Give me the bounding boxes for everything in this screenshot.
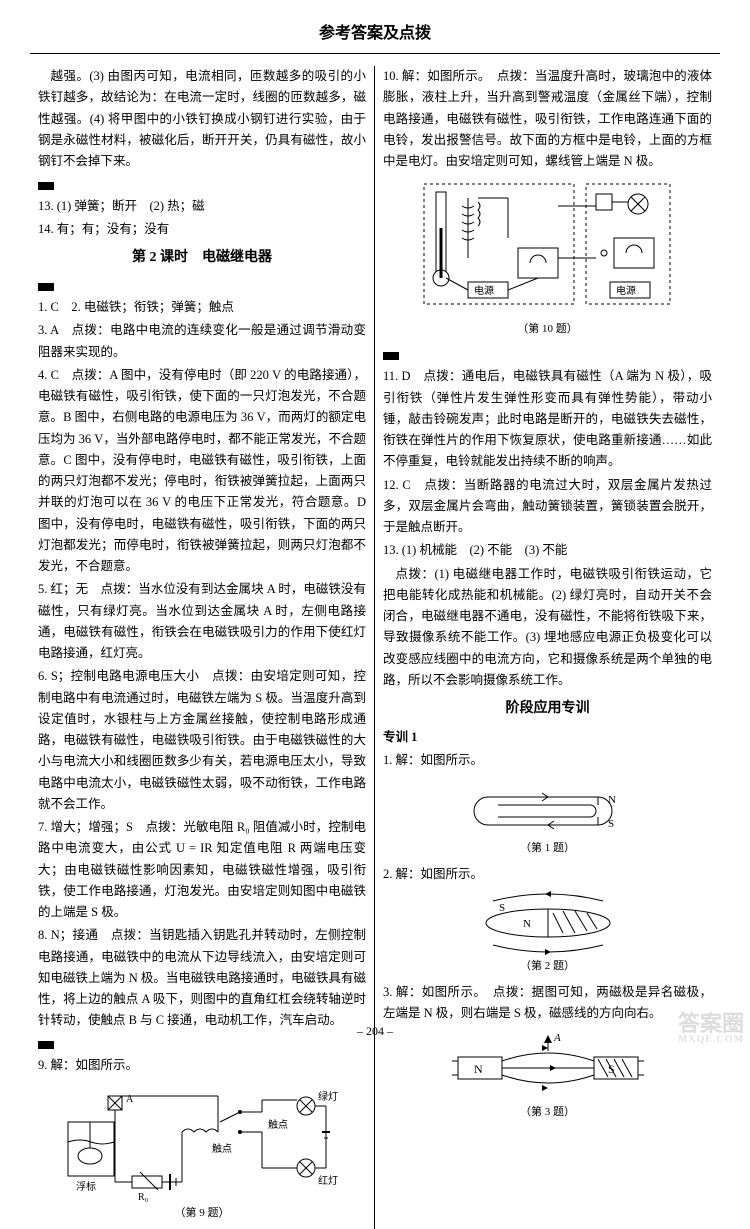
figure-9: 浮标 A R₀: [38, 1082, 366, 1202]
fig-q1-caption: （第 1 题）: [383, 839, 712, 858]
fig-q1-s: S: [608, 818, 614, 830]
left-li-4: 4. C 点拨：A 图中，没有停电时（即 220 V 的电路接通），电磁铁有磁性…: [38, 365, 366, 578]
right-item-11: 11. D 点拨：通电后，电磁铁具有磁性（A 端为 N 极），吸引衔铁（弹性片发…: [383, 366, 712, 472]
black-bar-marker: [38, 276, 366, 297]
fig10-caption: （第 10 题）: [383, 320, 712, 339]
fig9-green-label: 绿灯: [318, 1090, 338, 1103]
page-number: – 204 –: [0, 1021, 750, 1041]
left-item-13: 13. (1) 弹簧；断开 (2) 热；磁: [38, 196, 366, 217]
right-item-13: 13. (1) 机械能 (2) 不能 (3) 不能: [383, 540, 712, 561]
right-q1: 1. 解：如图所示。: [383, 750, 712, 771]
fig9-contact-label: 触点: [212, 1142, 232, 1155]
right-column: 10. 解：如图所示。 点拨：当温度升高时，玻璃泡中的液体膨胀，液柱上升，当升高…: [375, 66, 720, 1229]
fig-q3-s: S: [608, 1062, 615, 1076]
right-q2: 2. 解：如图所示。: [383, 864, 712, 885]
fig-q2-caption: （第 2 题）: [383, 957, 712, 976]
fig-q3-caption: （第 3 题）: [383, 1103, 712, 1122]
columns: 越强。(3) 由图丙可知，电流相同，匝数越多的吸引的小铁钉越多，故结论为：在电流…: [30, 66, 720, 1229]
left-li-5: 5. 红；无 点拨：当水位没有到达金属块 A 时，电磁铁没有磁性，只有绿灯亮。当…: [38, 579, 366, 664]
fig9-red-label: 红灯: [318, 1174, 338, 1187]
fig10-source-1: 电源: [474, 284, 494, 297]
fig9-float-label: 浮标: [76, 1181, 96, 1193]
figure-q1: N S: [383, 777, 712, 837]
fig-q2-n: N: [523, 918, 531, 930]
left-item-9: 9. 解：如图所示。: [38, 1055, 366, 1076]
fig-q1-n: N: [608, 794, 616, 806]
black-bar-marker: [38, 174, 366, 195]
training-label: 专训 1: [383, 727, 712, 748]
figure-q3: N S A: [383, 1031, 712, 1101]
right-q3: 3. 解：如图所示。 点拨：据图可知，两磁极是异名磁极，左端是 N 极，则右端是…: [383, 982, 712, 1025]
left-item-14: 14. 有；有；没有；没有: [38, 219, 366, 240]
fig-q3-n: N: [474, 1062, 483, 1076]
figure-q2: S N: [383, 891, 712, 955]
figure-10: 电源 电源: [383, 178, 712, 318]
black-bar-marker: [383, 345, 712, 366]
page-title: 参考答案及点拨: [30, 20, 720, 47]
right-item-13b: 点拨：(1) 电磁继电器工作时，电磁铁吸引衔铁运动，它把电能转化成热能和机械能。…: [383, 564, 712, 692]
header-rule: [30, 53, 720, 54]
section-training-title: 阶段应用专训: [383, 697, 712, 721]
left-li-8: 8. N；接通 点拨：当钥匙插入钥匙孔并转动时，左侧控制电路接通，电磁铁中的电流…: [38, 925, 366, 1031]
left-li-6: 6. S；控制电路电源电压大小 点拨：由安培定则可知，控制电路中有电流通过时，电…: [38, 666, 366, 815]
fig9-caption: （第 9 题）: [38, 1204, 366, 1223]
left-li-7: 7. 增大；增强；S 点拨：光敏电阻 R₀ 阻值减小时，控制电路中电流变大，由公…: [38, 817, 366, 923]
right-item-12: 12. C 点拨：当断路器的电流过大时，双层金属片发热过多，双层金属片会弯曲，触…: [383, 475, 712, 539]
left-column: 越强。(3) 由图丙可知，电流相同，匝数越多的吸引的小铁钉越多，故结论为：在电流…: [30, 66, 375, 1229]
fig9-r-label: R₀: [138, 1192, 149, 1202]
left-li-1: 1. C 2. 电磁铁；衔铁；弹簧；触点: [38, 297, 366, 318]
left-subsection-title: 第 2 课时 电磁继电器: [38, 246, 366, 270]
right-item-10: 10. 解：如图所示。 点拨：当温度升高时，玻璃泡中的液体膨胀，液柱上升，当升高…: [383, 66, 712, 172]
fig10-source-2: 电源: [616, 284, 636, 297]
fig-q2-s: S: [499, 902, 505, 914]
left-top-para: 越强。(3) 由图丙可知，电流相同，匝数越多的吸引的小铁钉越多，故结论为：在电流…: [38, 66, 366, 172]
fig9-contact-label-2: 触点: [268, 1118, 288, 1131]
left-li-3: 3. A 点拨：电路中电流的连续变化一般是通过调节滑动变阻器来实现的。: [38, 320, 366, 363]
